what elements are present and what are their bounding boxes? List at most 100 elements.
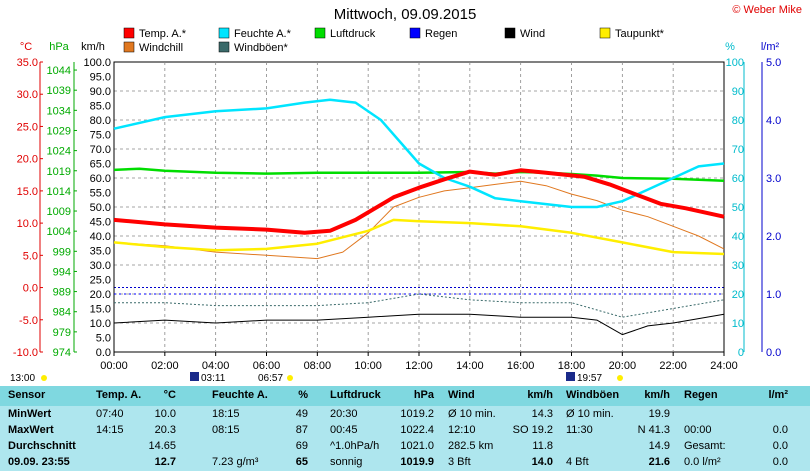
time-tick-label: 18:00: [558, 360, 586, 372]
table-header-cell: l/m²: [768, 389, 788, 401]
table-cell: 11.8: [532, 440, 553, 452]
time-tick-label: 00:00: [100, 360, 128, 372]
pressure-tick-label: 1004: [47, 226, 71, 238]
table-header-cell: °C: [163, 389, 176, 401]
table-cell: 00:45: [330, 424, 358, 436]
legend-label: Taupunkt*: [615, 28, 665, 40]
temp-tick-label: 0.0: [23, 283, 38, 295]
pressure-tick-label: 1014: [47, 186, 71, 198]
table-cell: 12.7: [154, 456, 176, 468]
wind-tick-label: 70.0: [90, 144, 111, 156]
table-cell: 0.0 l/m²: [684, 456, 721, 468]
pressure-tick-label: 1009: [47, 206, 71, 218]
table-cell: 0.0: [772, 456, 788, 468]
table-cell: 69: [295, 440, 308, 452]
pressure-tick-label: 1024: [47, 146, 71, 158]
sun-icon: [287, 375, 293, 381]
table-cell: Durchschnitt: [8, 440, 76, 452]
humidity-tick-label: 60: [732, 173, 744, 185]
humidity-tick-label: 40: [732, 231, 744, 243]
humidity-tick-label: 50: [732, 202, 744, 214]
table-cell: 10.0: [154, 408, 176, 420]
legend-swatch: [409, 27, 421, 39]
wind-tick-label: 20.0: [90, 289, 111, 301]
legend-swatch: [314, 27, 326, 39]
wind-tick-label: 0.0: [96, 347, 111, 359]
temp-tick-label: 25.0: [17, 121, 38, 133]
rain-tick-label: 2.0: [766, 231, 781, 243]
table-header-cell: km/h: [527, 389, 553, 401]
temp-tick-label: 10.0: [17, 218, 38, 230]
table-cell: 87: [295, 424, 308, 436]
time-tick-label: 02:00: [151, 360, 179, 372]
wind-tick-label: 40.0: [90, 231, 111, 243]
table-cell: 4 Bft: [566, 456, 589, 468]
table-cell: 18:15: [212, 408, 240, 420]
statistics-table: Sensor Temp. A. °C Feuchte A.% Luftdruck hPa W…: [0, 386, 810, 471]
table-cell: 20.3: [154, 424, 176, 436]
weather-chart: °C hPa km/h% l/m² 35.0 30.0 25.0 20.0 15.0 10.0 5.…: [10, 27, 781, 384]
table-header-cell: Luftdruck: [330, 389, 381, 401]
sun-icon: [41, 375, 47, 381]
table-header-row: [0, 386, 810, 406]
pressure-tick-label: 1034: [47, 105, 71, 117]
legend-label: Temp. A.*: [139, 28, 187, 40]
table-cell: Ø 10 min.: [448, 408, 496, 420]
legend-label: Feuchte A.*: [234, 28, 292, 40]
legend-label: Regen: [425, 28, 457, 40]
series-line-taupunkt: [113, 218, 725, 256]
moon-time: 19:57: [577, 373, 602, 384]
wind-tick-label: 75.0: [90, 130, 111, 142]
table-header-cell: %: [298, 389, 308, 401]
time-tick-label: 04:00: [202, 360, 230, 372]
table-cell: 0.0: [772, 440, 788, 452]
rain-tick-label: 1.0: [766, 289, 781, 301]
rain-tick-label: 3.0: [766, 173, 781, 185]
temp-tick-label: 5.0: [23, 250, 38, 262]
wind-tick-label: 60.0: [90, 173, 111, 185]
rain-tick-label: 4.0: [766, 115, 781, 127]
table-cell: 1019.2: [400, 408, 434, 420]
wind-tick-label: 90.0: [90, 86, 111, 98]
table-cell: 21.6: [648, 456, 670, 468]
time-tick-label: 20:00: [609, 360, 637, 372]
rain-tick-label: 5.0: [766, 57, 781, 69]
time-tick-label: 16:00: [507, 360, 535, 372]
time-tick-label: 08:00: [304, 360, 332, 372]
table-cell: 08:15: [212, 424, 240, 436]
time-tick-label: 12:00: [405, 360, 433, 372]
legend-swatch: [218, 41, 230, 53]
wind-tick-label: 15.0: [90, 304, 111, 316]
wind-tick-label: 30.0: [90, 260, 111, 272]
copyright-label: © Weber Mike: [732, 4, 802, 16]
pressure-tick-label: 989: [53, 287, 71, 299]
legend-swatch: [504, 27, 516, 39]
humidity-tick-label: 20: [732, 289, 744, 301]
wind-tick-label: 95.0: [90, 72, 111, 84]
time-tick-label: 06:00: [253, 360, 281, 372]
pressure-tick-label: 1039: [47, 85, 71, 97]
wind-tick-label: 55.0: [90, 188, 111, 200]
table-cell: 11:30: [566, 424, 593, 436]
wind-tick-label: 5.0: [96, 333, 111, 345]
temp-tick-label: 30.0: [17, 89, 38, 101]
wind-tick-label: 10.0: [90, 318, 111, 330]
pressure-tick-label: 999: [53, 246, 71, 258]
table-header-cell: km/h: [644, 389, 670, 401]
moon-icon: [566, 372, 575, 381]
table-cell: 49: [295, 408, 308, 420]
wind-tick-label: 25.0: [90, 275, 111, 287]
series-line-windb-en: [114, 293, 725, 318]
rain-axis-unit: l/m²: [761, 41, 780, 53]
table-cell: MinWert: [8, 408, 52, 420]
legend-label: Windböen*: [234, 42, 289, 54]
table-cell: SO 19.2: [512, 424, 553, 436]
series-line-temp-a: [113, 168, 725, 235]
pressure-axis-unit: hPa: [49, 41, 69, 53]
sunrise-label: 13:00: [10, 373, 35, 384]
table-cell: 1019.9: [400, 456, 434, 468]
sunset-time: 06:57: [258, 373, 283, 384]
chart-title: Mittwoch, 09.09.2015: [333, 6, 477, 23]
sunrise-time: 03:11: [201, 373, 226, 384]
rain-tick-label: 0.0: [766, 347, 781, 359]
